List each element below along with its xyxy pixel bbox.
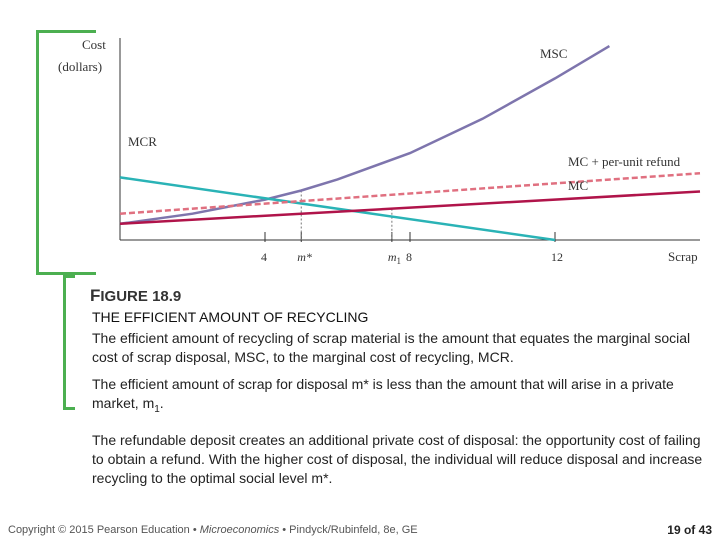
green-bracket-tick bbox=[63, 275, 75, 278]
x-tick-label: 4 bbox=[261, 250, 267, 264]
copyright-footer: Copyright © 2015 Pearson Education • Mic… bbox=[8, 524, 418, 536]
green-bracket-top bbox=[36, 30, 96, 275]
figure-title: THE EFFICIENT AMOUNT OF RECYCLING bbox=[92, 309, 369, 325]
green-bracket-tick bbox=[63, 407, 75, 410]
caption-paragraph-3: The refundable deposit creates an additi… bbox=[92, 432, 703, 486]
series-label: MC bbox=[568, 178, 588, 193]
series-label: MC + per-unit refund bbox=[568, 154, 681, 169]
x-axis-label: Scrap bbox=[668, 249, 698, 264]
y-axis-label: (dollars) bbox=[58, 59, 102, 74]
x-tick-label: m* bbox=[297, 250, 312, 264]
x-tick-label: 12 bbox=[551, 250, 563, 264]
figure-label: FIGURE 18.9 bbox=[90, 286, 182, 305]
series-label: MCR bbox=[128, 134, 157, 149]
caption-paragraph-2: The efficient amount of scrap for dispos… bbox=[92, 376, 674, 415]
green-bracket-bottom bbox=[63, 275, 66, 410]
x-tick-label: m1 bbox=[388, 250, 401, 266]
series-line bbox=[119, 176, 556, 242]
series-label: MSC bbox=[540, 46, 567, 61]
x-tick-label: 8 bbox=[406, 250, 412, 264]
y-axis-label: Cost bbox=[82, 37, 106, 52]
caption-paragraph-1: The efficient amount of recycling of scr… bbox=[92, 330, 691, 365]
series-line bbox=[119, 190, 701, 226]
series-line bbox=[119, 172, 701, 215]
series-line bbox=[119, 45, 611, 226]
chart: Cost (dollars) Scrap 4 m* m1 8 12 MSC MCR MC + per… bbox=[58, 37, 701, 266]
page-number: 19 of 43 bbox=[667, 523, 712, 537]
